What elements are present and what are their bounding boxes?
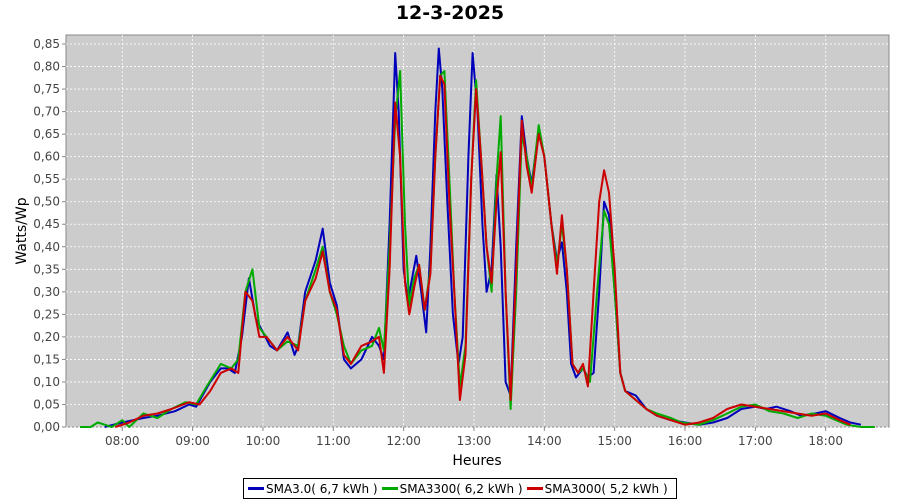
plot-area	[65, 34, 890, 428]
legend-label: SMA3.0( 6,7 kWh )	[266, 481, 378, 496]
x-tick-label: 12:00	[386, 434, 421, 448]
x-tick-label: 09:00	[175, 434, 210, 448]
grid	[66, 35, 889, 428]
y-tick-label: 0,15	[33, 352, 60, 366]
y-tick-label: 0,00	[33, 420, 60, 434]
legend-swatch	[526, 487, 543, 490]
axes: 0,00 0,05 0,10 0,15 0,20 0,25 0,30 0,35 0,40 0,45…	[33, 37, 843, 448]
legend-item: SMA3300( 6,2 kWh )	[381, 481, 523, 496]
y-tick-label: 0,05	[33, 397, 60, 411]
y-tick-label: 0,55	[33, 172, 60, 186]
legend: SMA3.0( 6,7 kWh ) SMA3300( 6,2 kWh ) SMA30…	[243, 478, 677, 499]
x-tick-label: 18:00	[808, 434, 843, 448]
y-tick-label: 0,75	[33, 82, 60, 96]
y-tick-label: 0,50	[33, 195, 60, 209]
series-line-1	[80, 70, 875, 428]
x-tick-label: 11:00	[316, 434, 351, 448]
y-tick-label: 0,20	[33, 330, 60, 344]
y-tick-label: 0,40	[33, 240, 60, 254]
legend-swatch	[381, 487, 398, 490]
legend-swatch	[248, 487, 264, 490]
y-tick-label: 0,10	[33, 375, 60, 389]
x-tick-label: 10:00	[246, 434, 281, 448]
y-axis-label: Watts/Wp	[14, 197, 30, 264]
y-tick-label: 0,80	[33, 60, 60, 74]
y-tick-label: 0,35	[33, 262, 60, 276]
legend-label: SMA3300( 6,2 kWh )	[399, 481, 523, 496]
y-tick-label: 0,30	[33, 285, 60, 299]
chart-title: 12-3-2025	[395, 2, 505, 24]
legend-item: SMA3.0( 6,7 kWh )	[248, 482, 378, 496]
y-tick-label: 0,65	[33, 127, 60, 141]
series-layer	[80, 47, 875, 428]
legend-item: SMA3000( 5,2 kWh )	[526, 481, 668, 496]
y-tick-label: 0,70	[33, 105, 60, 119]
x-axis-label: Heures	[452, 453, 501, 469]
x-tick-label: 15:00	[597, 434, 632, 448]
y-tick-label: 0,85	[33, 37, 60, 51]
x-tick-label: 14:00	[527, 434, 562, 448]
x-tick-label: 16:00	[668, 434, 703, 448]
legend-label: SMA3000( 5,2 kWh )	[544, 481, 668, 496]
x-tick-label: 13:00	[457, 434, 492, 448]
y-tick-label: 0,60	[33, 150, 60, 164]
x-tick-label: 17:00	[738, 434, 773, 448]
y-tick-label: 0,25	[33, 307, 60, 321]
x-tick-label: 08:00	[105, 434, 140, 448]
series-line-2	[114, 74, 851, 428]
y-tick-label: 0,45	[33, 217, 60, 231]
